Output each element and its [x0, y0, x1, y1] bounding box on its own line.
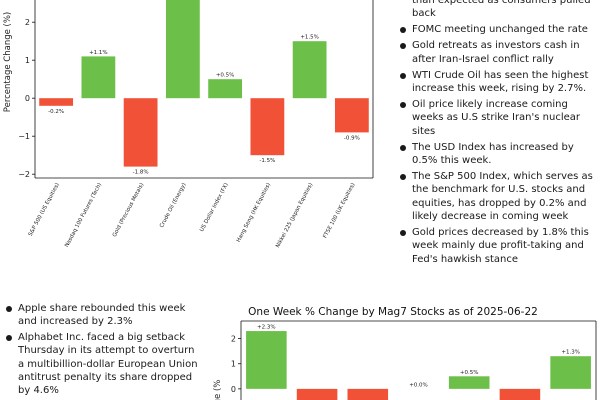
market-news-item: WTI Crude Oil has seen the highest incre…	[398, 69, 598, 96]
mag7-change-chart: One Week % Change by Mag7 Stocks as of 2…	[200, 296, 600, 400]
bar-value-label: +1.5%	[300, 35, 319, 41]
bar-value-label: +0.0%	[409, 382, 428, 388]
x-tick-label: Nasdaq 100 Futures (Tech)	[64, 182, 103, 248]
market-news-item: Gold retreats as investors cash in after…	[398, 39, 598, 66]
x-tick-label: Crude Oil (Energy)	[159, 182, 188, 229]
x-tick-label: Nikkei 225 (Japan Equities)	[275, 182, 314, 249]
market-news-item: FOMC meeting unchanged the rate	[398, 23, 598, 36]
chart-bar	[334, 98, 369, 133]
bar-value-label: +1.1%	[89, 50, 108, 56]
x-tick-label: FTSE 100 (UK Equities)	[322, 182, 356, 239]
chart-bar	[550, 356, 591, 389]
chart-bar	[208, 79, 243, 99]
y-tick-label: 2	[231, 335, 236, 344]
chart-bar	[246, 331, 287, 389]
market-news-list: than expected as consumers pulled back FO…	[398, 0, 598, 269]
market-news-item: The USD Index has increased by 0.5% this…	[398, 141, 598, 168]
chart-bar	[499, 388, 541, 400]
y-tick-label: 2	[25, 18, 30, 27]
chart-bar	[123, 98, 158, 167]
x-tick-label: Hang Seng (HK Equities)	[236, 182, 272, 243]
chart-bar	[250, 98, 285, 156]
market-news-item: Oil price likely increase coming weeks a…	[398, 98, 598, 138]
mag7-change-chart-svg: One Week % Change by Mag7 Stocks as of 2…	[213, 306, 597, 400]
y-tick-label: −2	[18, 170, 30, 179]
x-tick-label: US Dollar Index (FX)	[199, 182, 230, 233]
y-tick-label: 0	[231, 385, 236, 394]
market-change-chart-svg: Percentage Change (%) −2 −1 0 1 2 -0.2% S&P 50…	[3, 0, 374, 249]
chart-bar	[292, 41, 327, 99]
market-news-item: The S&P 500 Index, which serves as the b…	[398, 170, 598, 224]
chart-bar	[296, 388, 338, 400]
y-tick-label: −1	[18, 132, 30, 141]
x-tick-label: Gold (Precious Metals)	[112, 182, 146, 238]
bar-value-label: -0.9%	[344, 135, 360, 141]
chart-bar	[81, 56, 116, 99]
mag7-chart-y-axis-label: hange (%	[213, 380, 223, 400]
y-tick-label: 0	[25, 94, 30, 103]
bar-value-label: +1.3%	[561, 350, 580, 356]
chart-bar	[347, 388, 389, 400]
y-tick-label: 1	[231, 360, 236, 369]
bar-value-label: -1.5%	[259, 158, 275, 164]
mag7-news-item: Alphabet Inc. faced a big setback Thursd…	[4, 331, 202, 398]
chart-bar	[165, 0, 200, 99]
market-news-item: Gold prices decreased by 1.8% this week …	[398, 226, 598, 266]
bar-value-label: +2.3%	[257, 325, 276, 331]
bar-value-label: +0.5%	[460, 370, 479, 376]
mag7-news-item: Apple share rebounded this week and incr…	[4, 302, 202, 329]
bar-value-label: +0.5%	[216, 73, 235, 79]
market-news-item: than expected as consumers pulled back	[412, 0, 591, 20]
y-tick-label: 1	[25, 56, 30, 65]
chart-bar	[39, 98, 74, 106]
mag7-news-list: Apple share rebounded this week and incr…	[4, 302, 202, 400]
market-chart-y-axis-label: Percentage Change (%)	[3, 12, 13, 112]
bar-value-label: -0.2%	[48, 109, 64, 115]
mag7-chart-title: One Week % Change by Mag7 Stocks as of 2…	[248, 306, 538, 318]
chart-bar	[448, 376, 490, 389]
market-change-chart: Percentage Change (%) −2 −1 0 1 2 -0.2% S&P 50…	[0, 0, 380, 295]
bar-value-label: -1.8%	[133, 170, 149, 176]
x-tick-label: S&P 500 (US Equities)	[28, 182, 61, 237]
